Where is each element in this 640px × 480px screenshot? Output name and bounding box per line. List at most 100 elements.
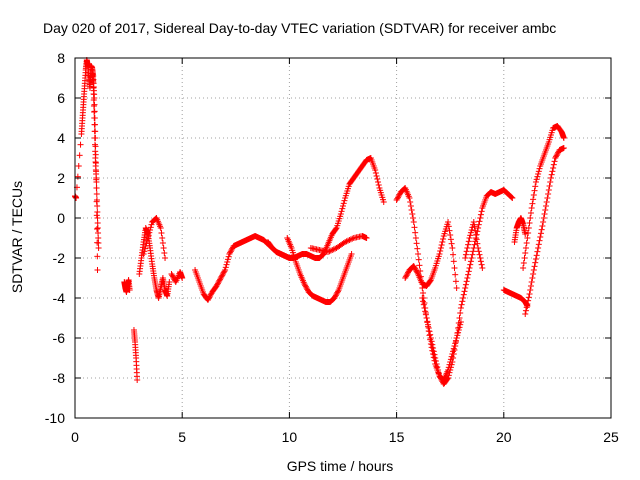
data-point: [474, 240, 481, 247]
data-point: [148, 221, 155, 228]
data-point: [420, 298, 427, 305]
data-point: [478, 208, 485, 215]
data-point: [396, 191, 403, 198]
data-point: [477, 255, 484, 261]
data-point: [454, 330, 461, 336]
data-point: [410, 219, 417, 225]
data-point: [403, 272, 410, 279]
data-point: [432, 355, 439, 361]
data-point: [530, 196, 537, 203]
data-point: [544, 195, 551, 201]
data-point: [525, 297, 532, 304]
data-point: [214, 280, 221, 287]
data-point: [536, 237, 543, 244]
data-point: [455, 325, 462, 331]
data-point: [93, 197, 100, 203]
data-point: [134, 377, 141, 383]
data-point: [416, 262, 423, 269]
data-point: [467, 258, 474, 265]
data-point: [348, 251, 355, 257]
data-points: [72, 57, 567, 387]
data-point: [205, 295, 212, 302]
data-point: [520, 260, 527, 266]
data-point: [435, 370, 442, 376]
data-point: [522, 307, 529, 314]
y-tick-label: 2: [57, 170, 65, 186]
data-point: [144, 237, 151, 244]
data-point: [538, 226, 545, 233]
y-tick-label: -2: [53, 250, 66, 266]
data-point: [126, 287, 133, 293]
data-point: [465, 271, 472, 278]
data-point: [462, 281, 469, 288]
data-point: [430, 345, 437, 351]
data-point: [550, 165, 557, 171]
data-point: [95, 245, 102, 251]
data-point: [453, 335, 460, 341]
data-point: [438, 242, 445, 248]
data-point: [530, 267, 537, 273]
data-point: [221, 268, 228, 275]
data-point: [527, 283, 534, 289]
data-point: [464, 245, 471, 251]
data-point: [373, 173, 380, 179]
data-point: [349, 235, 356, 242]
data-point: [450, 348, 457, 355]
data-point: [146, 229, 153, 236]
data-point: [207, 291, 214, 298]
data-point: [380, 199, 387, 205]
data-point: [477, 258, 484, 265]
data-point: [340, 203, 346, 209]
data-point: [427, 335, 434, 341]
data-point: [462, 255, 469, 261]
data-point: [521, 255, 528, 261]
data-point: [449, 245, 456, 251]
data-point: [534, 173, 541, 180]
data-point: [470, 219, 477, 225]
data-point: [340, 200, 347, 207]
data-point: [159, 240, 166, 246]
data-point: [142, 243, 149, 249]
data-point: [157, 225, 164, 231]
data-point: [304, 286, 311, 293]
data-point: [475, 221, 482, 228]
y-tick-label: -6: [53, 330, 66, 346]
data-point: [169, 272, 176, 279]
data-point: [427, 341, 434, 347]
data-point: [91, 109, 98, 115]
data-point: [141, 248, 148, 255]
data-point: [472, 232, 479, 238]
data-point: [525, 294, 532, 301]
data-point: [430, 351, 437, 357]
data-point: [522, 245, 529, 251]
data-point: [326, 248, 333, 255]
x-tick-label: 15: [389, 429, 405, 445]
data-point: [532, 183, 539, 190]
data-point: [405, 269, 412, 276]
data-point: [432, 358, 439, 364]
data-point: [462, 285, 469, 291]
data-point: [429, 347, 436, 354]
data-point: [545, 191, 552, 197]
x-tick-label: 20: [496, 429, 512, 445]
data-point: [419, 295, 426, 301]
data-point: [447, 364, 454, 371]
data-point: [437, 245, 444, 251]
data-point: [457, 305, 464, 311]
data-point: [526, 220, 533, 226]
data-point: [537, 230, 544, 237]
data-point: [302, 283, 309, 290]
data-point: [446, 227, 453, 234]
data-point: [427, 278, 434, 284]
data-point: [529, 275, 536, 281]
data-point: [549, 168, 556, 175]
data-point: [535, 241, 542, 248]
data-point: [415, 256, 422, 263]
data-point: [90, 97, 97, 103]
data-point: [530, 192, 537, 198]
data-point: [425, 325, 432, 331]
data-point: [179, 275, 186, 281]
data-point: [77, 141, 84, 148]
data-point: [430, 354, 437, 361]
data-point: [450, 258, 457, 265]
